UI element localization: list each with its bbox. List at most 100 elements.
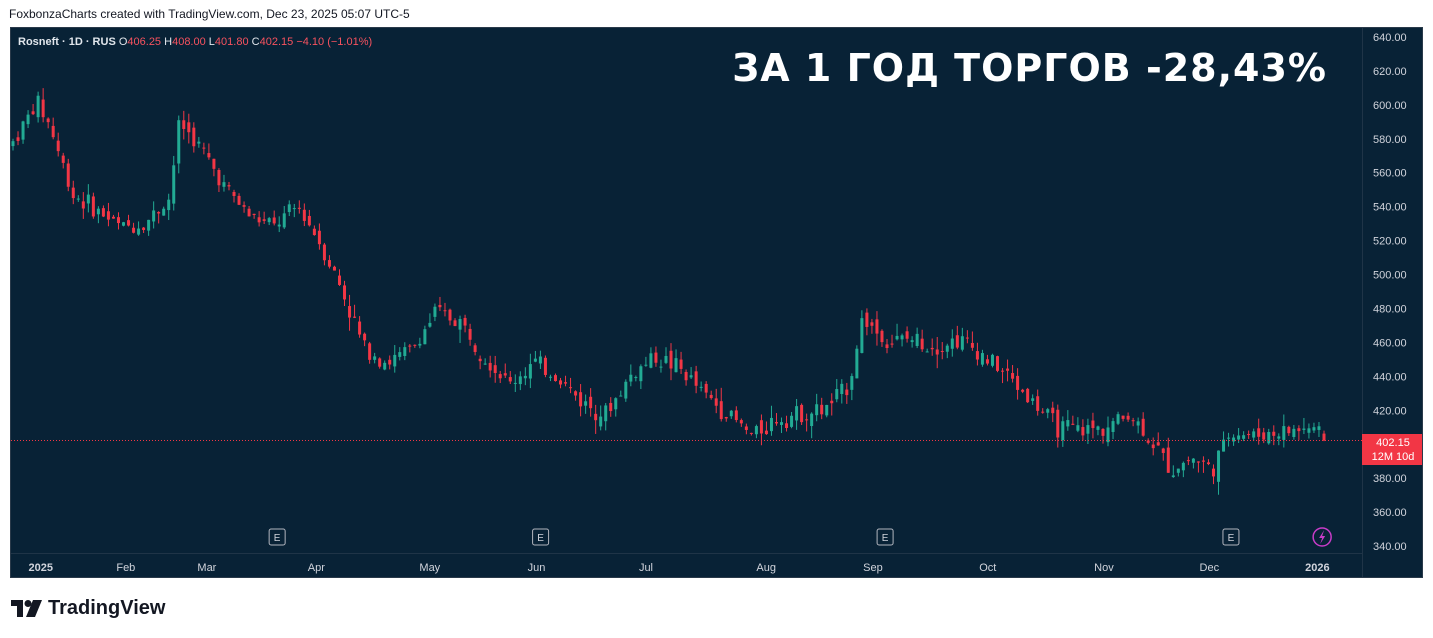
candle [910, 336, 914, 348]
price-scale[interactable]: 640.00 620.00 600.00 580.00 560.00 540.00 520.… [1362, 28, 1423, 578]
candle [297, 200, 301, 214]
candle-body [86, 194, 90, 204]
candle [353, 304, 357, 319]
candle-body [634, 377, 638, 379]
earnings-label: E [1228, 533, 1235, 544]
candle-body [1272, 431, 1276, 436]
candle-body [684, 371, 688, 381]
bar-countdown: 12M 10d [1371, 450, 1415, 463]
candle-body [212, 158, 216, 169]
candle-body [187, 122, 191, 133]
time-tick-label: Jul [639, 562, 653, 574]
candle-body [769, 417, 773, 432]
candle [1211, 464, 1215, 485]
candle-body [1217, 450, 1221, 482]
candle [348, 294, 352, 331]
candle [679, 351, 683, 374]
legend-symbol[interactable]: Rosneft · 1D · RUS [18, 36, 116, 48]
candle-body [91, 196, 95, 217]
candle-body [1262, 432, 1266, 440]
candle [870, 318, 874, 334]
candle-body [1181, 462, 1185, 471]
candle-body [1151, 444, 1155, 449]
candle [538, 350, 542, 369]
candle [1206, 459, 1210, 466]
candle-body [699, 386, 703, 388]
candle [322, 242, 326, 266]
candle [548, 374, 552, 382]
candle-body [468, 328, 472, 340]
candle-body [689, 375, 693, 378]
candle-body [795, 406, 799, 421]
candle [132, 222, 136, 234]
candle [478, 355, 482, 370]
candle-body [1021, 389, 1025, 392]
candle-body [895, 335, 899, 340]
candle [714, 388, 718, 414]
candle-body [358, 321, 362, 335]
candle [428, 313, 432, 328]
candle-body [553, 375, 557, 382]
chart-frame[interactable]: E E E E Rosneft · 1D · RUS O406.25 H408.00 … [10, 27, 1423, 578]
candle [317, 223, 321, 250]
candle-body [709, 394, 713, 399]
candle [840, 379, 844, 404]
candle [473, 343, 477, 356]
candle [805, 413, 809, 432]
price-tick-label: 340.00 [1373, 541, 1407, 553]
candle-body [538, 356, 542, 364]
candle [116, 212, 120, 230]
candle-body [528, 364, 532, 379]
candle-body [1006, 368, 1010, 371]
legend-high-label: H [164, 36, 173, 48]
candle-body [965, 337, 969, 339]
earnings-marker[interactable]: E [532, 528, 550, 546]
earnings-marker[interactable]: E [876, 528, 894, 546]
price-tick-label: 620.00 [1373, 66, 1407, 78]
candle [689, 367, 693, 380]
earnings-marker[interactable]: E [268, 528, 286, 546]
candle [825, 404, 829, 418]
candle-body [252, 213, 256, 216]
lightning-icon[interactable] [1312, 527, 1332, 547]
candle [418, 337, 422, 349]
candle [780, 417, 784, 434]
candle [448, 308, 452, 326]
candle-body [764, 430, 768, 435]
candle-body [217, 169, 221, 186]
candle [579, 384, 583, 417]
candle-body [388, 359, 392, 365]
candle [624, 379, 628, 402]
candle-body [142, 227, 146, 230]
candle-body [162, 208, 166, 216]
candle-body [448, 309, 452, 321]
candle [11, 138, 15, 151]
candle-body [1071, 423, 1075, 425]
brand-footer[interactable]: TradingView [11, 597, 165, 620]
earnings-marker[interactable]: E [1222, 528, 1240, 546]
candle [664, 347, 668, 365]
price-tick-label: 480.00 [1373, 303, 1407, 315]
candle [669, 343, 673, 381]
candle [242, 201, 246, 213]
candle-body [654, 352, 658, 363]
time-tick-label: May [419, 562, 440, 574]
candle [835, 379, 839, 403]
candle [629, 364, 633, 387]
candle-body [458, 319, 462, 330]
candle [1041, 408, 1045, 414]
candle-body [945, 345, 949, 352]
candle [1227, 432, 1231, 447]
candle [996, 355, 1000, 373]
candle [865, 308, 869, 336]
candle-body [980, 353, 984, 365]
candle-body [1126, 415, 1130, 420]
candle-body [734, 410, 738, 421]
candle [337, 269, 341, 286]
candle-body [101, 208, 105, 217]
candle [36, 91, 40, 123]
legend-close: 402.15 [259, 36, 294, 48]
candle-body [950, 338, 954, 349]
time-scale[interactable]: 2025 Feb Mar Apr May Jun Jul Aug Sep Oct Nov Dec 202… [11, 553, 1362, 578]
